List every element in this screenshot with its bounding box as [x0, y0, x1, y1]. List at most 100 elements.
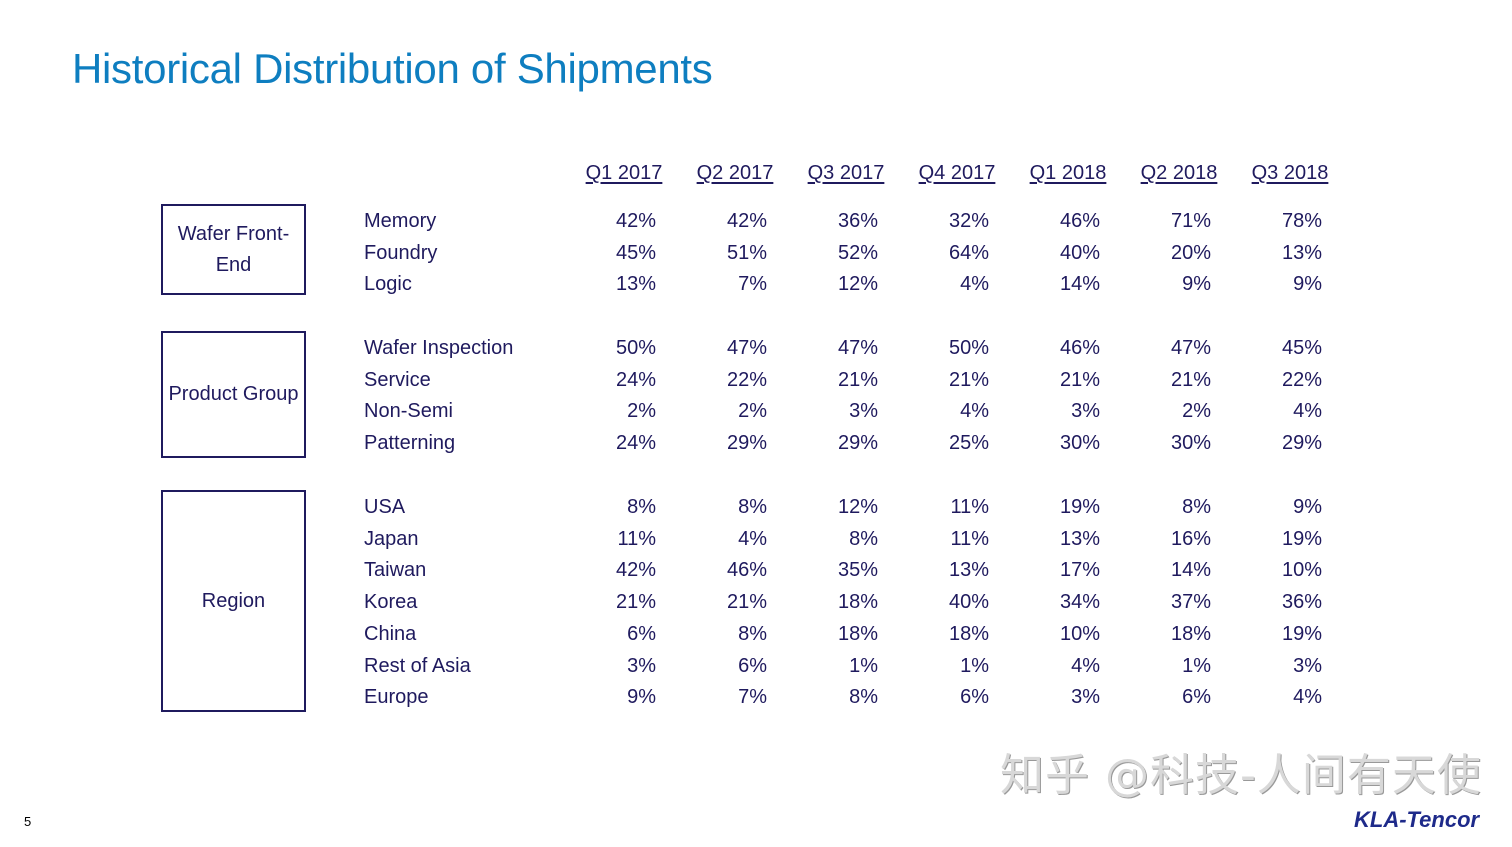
- table-cell: 20%: [1170, 241, 1211, 264]
- table-cell: 2%: [738, 400, 767, 423]
- column-header: Q2 2018: [1140, 162, 1218, 184]
- table-cell: 17%: [1059, 559, 1100, 582]
- table-cell: 3%: [627, 654, 656, 677]
- table-cell: 11%: [950, 496, 989, 518]
- table-cell: 40%: [1059, 241, 1100, 264]
- table-cell: 47%: [837, 337, 878, 359]
- table-cell: 18%: [948, 622, 989, 645]
- table-cell: 10%: [1059, 622, 1100, 645]
- row-label: Foundry: [364, 241, 438, 264]
- table-cell: 45%: [615, 241, 656, 264]
- table-cell: 4%: [960, 400, 989, 423]
- column-header: Q3 2018: [1251, 162, 1329, 184]
- table-cell: 34%: [1059, 591, 1100, 614]
- table-cell: 18%: [1170, 622, 1211, 645]
- column-header: Q1 2018: [1029, 162, 1107, 184]
- table-cell: 8%: [849, 686, 878, 709]
- table-cell: 19%: [1059, 496, 1100, 518]
- table-cell: 21%: [837, 368, 878, 391]
- table-cell: 50%: [948, 337, 989, 359]
- table-cell: 32%: [948, 210, 989, 232]
- table-cell: 18%: [837, 591, 878, 614]
- table-cell: 42%: [726, 210, 767, 232]
- table-cell: 22%: [726, 368, 767, 391]
- slide-title: Historical Distribution of Shipments: [72, 45, 713, 92]
- table-cell: 11%: [617, 527, 656, 550]
- table-cell: 45%: [1281, 337, 1322, 359]
- table-cell: 46%: [726, 559, 767, 582]
- row-label: Europe: [364, 686, 429, 709]
- table-cell: 6%: [960, 686, 989, 709]
- table-cell: 21%: [1059, 368, 1100, 391]
- row-label: Rest of Asia: [364, 654, 471, 677]
- table-cell: 21%: [615, 591, 656, 614]
- table-cell: 7%: [738, 686, 767, 709]
- table-cell: 9%: [627, 686, 656, 709]
- table-cell: 21%: [1170, 368, 1211, 391]
- table-cell: 13%: [615, 273, 656, 296]
- row-label: USA: [364, 496, 406, 518]
- table-cell: 25%: [948, 432, 989, 455]
- table-cell: 13%: [1281, 241, 1322, 264]
- table-cell: 47%: [1170, 337, 1211, 359]
- table-cell: 1%: [849, 654, 878, 677]
- column-header: Q1 2017: [585, 162, 663, 184]
- table-cell: 24%: [615, 368, 656, 391]
- table-cell: 19%: [1281, 527, 1322, 550]
- row-label: Memory: [364, 210, 437, 232]
- row-label: Korea: [364, 591, 418, 614]
- company-logo: KLA-Tencor: [1354, 807, 1480, 832]
- watermark: 知乎 @科技-人间有天使: [1000, 750, 1482, 801]
- table-cell: 4%: [1293, 686, 1322, 709]
- column-header: Q2 2017: [696, 162, 774, 184]
- table-cell: 18%: [837, 622, 878, 645]
- table-cell: 1%: [1182, 654, 1211, 677]
- table-cell: 8%: [738, 622, 767, 645]
- table-cell: 47%: [726, 337, 767, 359]
- row-label: Taiwan: [364, 559, 427, 582]
- row-label: Wafer Inspection: [364, 337, 514, 359]
- row-label: Service: [364, 368, 431, 391]
- table-cell: 50%: [615, 337, 656, 359]
- table-cell: 16%: [1170, 527, 1211, 550]
- table-cell: 1%: [960, 654, 989, 677]
- row-label: China: [364, 622, 417, 645]
- table-cell: 9%: [1293, 273, 1322, 296]
- table-cell: 29%: [726, 432, 767, 455]
- table-cell: 36%: [837, 210, 878, 232]
- table-cell: 8%: [1182, 496, 1211, 518]
- group-label: Wafer Front-End: [161, 204, 306, 295]
- table-cell: 2%: [627, 400, 656, 423]
- table-cell: 22%: [1281, 368, 1322, 391]
- table-cell: 13%: [948, 559, 989, 582]
- table-cell: 3%: [1293, 654, 1322, 677]
- row-label: Patterning: [364, 432, 456, 455]
- table-cell: 30%: [1170, 432, 1211, 455]
- table-cell: 21%: [726, 591, 767, 614]
- table-cell: 29%: [837, 432, 878, 455]
- column-header: Q4 2017: [918, 162, 996, 184]
- table-cell: 4%: [1071, 654, 1100, 677]
- table-cell: 6%: [627, 622, 656, 645]
- table-cell: 8%: [849, 527, 878, 550]
- table-cell: 42%: [615, 559, 656, 582]
- table-cell: 37%: [1170, 591, 1211, 614]
- table-cell: 71%: [1170, 210, 1211, 232]
- table-cell: 9%: [1182, 273, 1211, 296]
- table-cell: 46%: [1059, 210, 1100, 232]
- group-label: Region: [161, 490, 306, 712]
- table-cell: 3%: [849, 400, 878, 423]
- row-label: Non-Semi: [364, 400, 453, 423]
- row-label: Japan: [364, 527, 419, 550]
- table-cell: 13%: [1059, 527, 1100, 550]
- table-cell: 8%: [627, 496, 656, 518]
- table-cell: 9%: [1293, 496, 1322, 518]
- table-cell: 7%: [738, 273, 767, 296]
- table-cell: 42%: [615, 210, 656, 232]
- table-cell: 19%: [1281, 622, 1322, 645]
- table-cell: 21%: [948, 368, 989, 391]
- table-cell: 29%: [1281, 432, 1322, 455]
- table-cell: 36%: [1281, 591, 1322, 614]
- page-number: 5: [24, 814, 32, 829]
- table-cell: 12%: [837, 496, 878, 518]
